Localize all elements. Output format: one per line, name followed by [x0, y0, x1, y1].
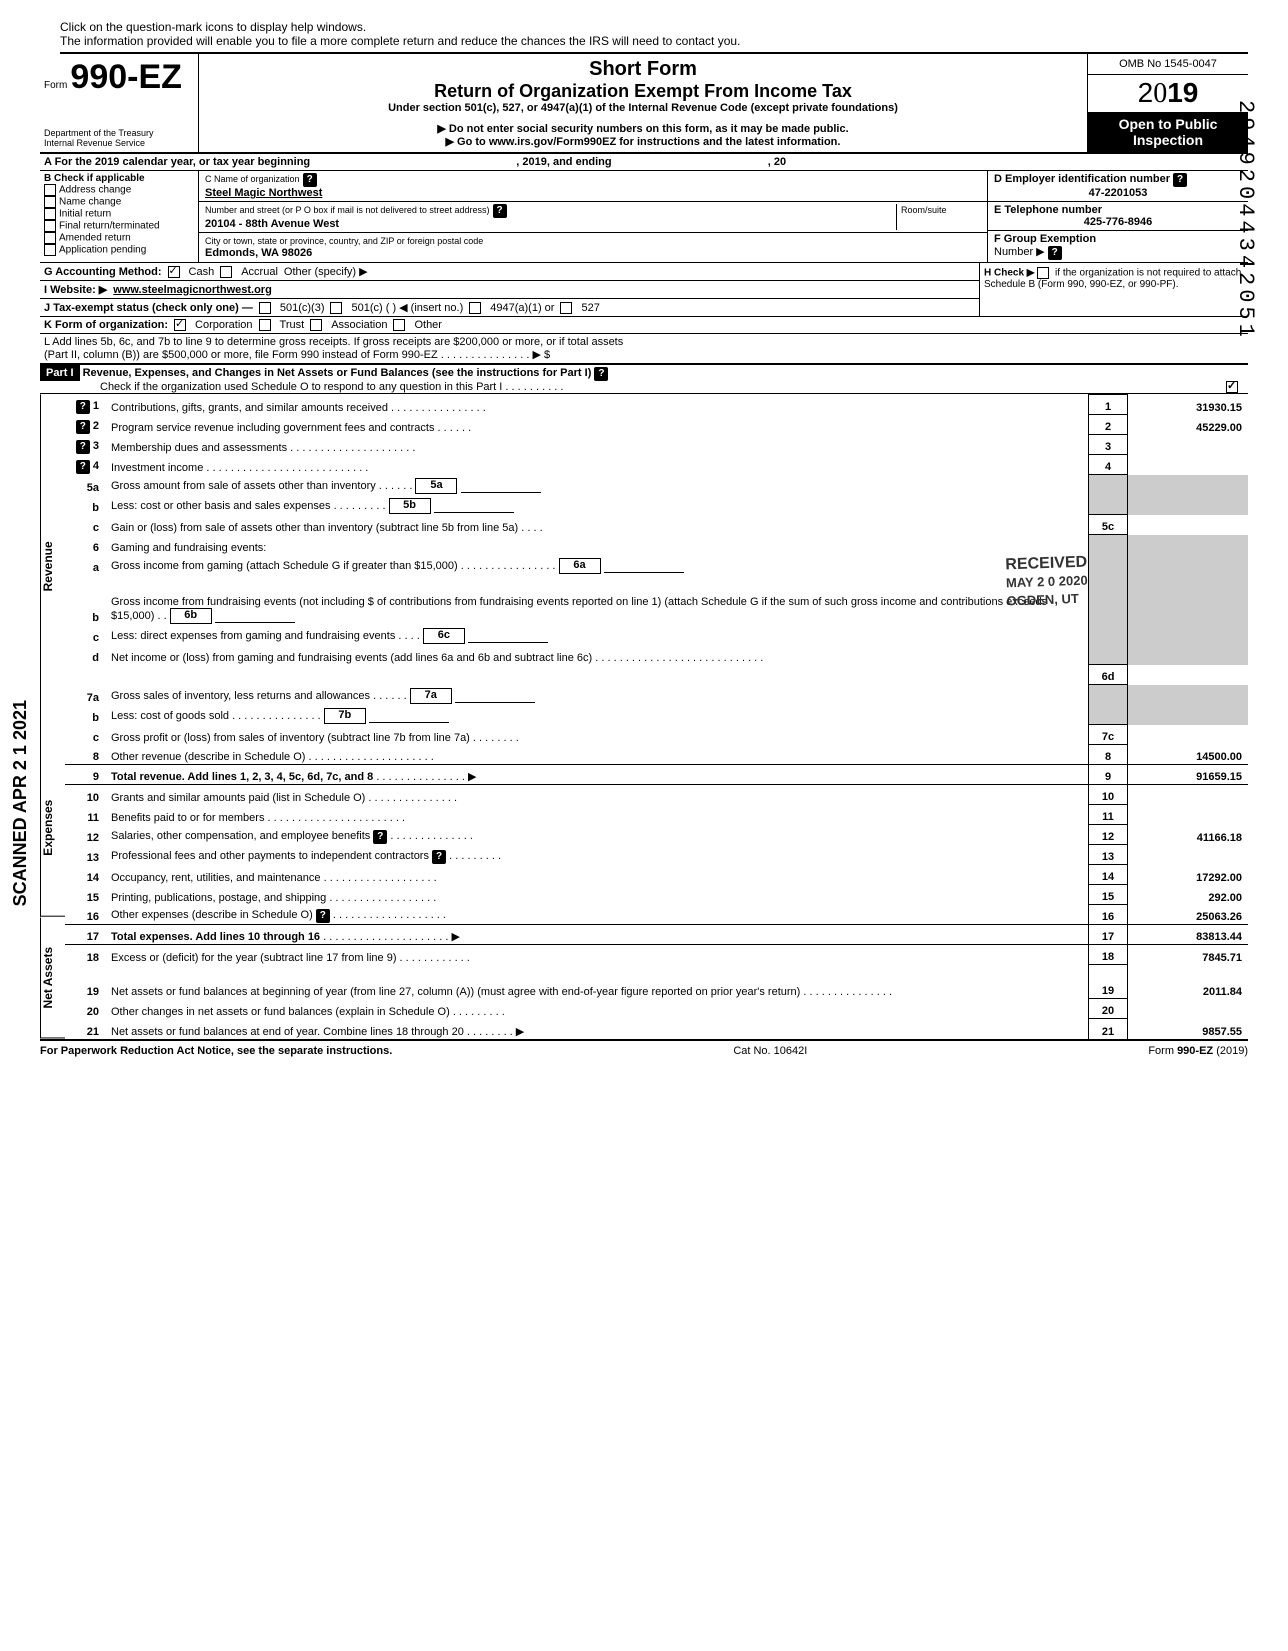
short-form-title: Short Form — [209, 58, 1077, 81]
section-h: H Check ▶ if the organization is not req… — [979, 263, 1248, 316]
help-hint: Click on the question-mark icons to disp… — [60, 20, 1248, 54]
help-icon[interactable]: ? — [1048, 246, 1062, 260]
lines-table: ? 1Contributions, gifts, grants, and sim… — [65, 394, 1248, 1039]
row-j: J Tax-exempt status (check only one) — 5… — [40, 299, 979, 316]
website: www.steelmagicnorthwest.org — [113, 284, 272, 296]
help-icon[interactable]: ? — [303, 173, 317, 187]
form-number: 990-EZ — [70, 58, 182, 96]
netassets-label: Net Assets — [40, 917, 65, 1038]
row-a: A For the 2019 calendar year, or tax yea… — [40, 154, 1248, 171]
org-address: 20104 - 88th Avenue West — [205, 218, 339, 230]
part-1-header: Part I Revenue, Expenses, and Changes in… — [40, 365, 1248, 394]
help-icon[interactable]: ? — [594, 367, 608, 381]
section-def: D Employer identification number ? 47-22… — [988, 171, 1248, 262]
form-subtitle: Under section 501(c), 527, or 4947(a)(1)… — [209, 102, 1077, 114]
row-k: K Form of organization: Corporation Trus… — [40, 317, 1248, 334]
row-g: G Accounting Method: Cash Accrual Other … — [40, 263, 979, 281]
omb-number: OMB No 1545-0047 — [1088, 54, 1248, 75]
open-public-badge: Open to PublicInspection — [1088, 112, 1248, 152]
irs-label: Internal Revenue Service — [44, 138, 145, 148]
page-footer: For Paperwork Reduction Act Notice, see … — [40, 1041, 1248, 1057]
section-c: C Name of organization ? Steel Magic Nor… — [199, 171, 988, 262]
help-icon[interactable]: ? — [493, 204, 507, 218]
tax-year: 2019 — [1088, 75, 1248, 112]
scanned-stamp: SCANNED APR 2 1 2021 — [10, 700, 31, 906]
ssn-warning: Do not enter social security numbers on … — [209, 122, 1077, 135]
dept-label: Department of the Treasury — [44, 128, 154, 138]
goto-link: Go to www.irs.gov/Form990EZ for instruct… — [209, 135, 1077, 148]
org-city: Edmonds, WA 98026 — [205, 247, 312, 259]
dln-number: 29492044342051 — [1233, 100, 1258, 341]
row-l: L Add lines 5b, 6c, and 7b to line 9 to … — [40, 334, 1248, 365]
phone: 425-776-8946 — [994, 216, 1242, 228]
help-icon[interactable]: ? — [1173, 173, 1187, 187]
revenue-label: Revenue — [40, 394, 65, 739]
row-i: I Website: ▶ www.steelmagicnorthwest.org — [40, 281, 979, 299]
accrual-checkbox[interactable] — [220, 266, 232, 278]
section-b: B Check if applicable Address change Nam… — [40, 171, 199, 262]
corp-checkbox[interactable] — [174, 319, 186, 331]
form-prefix: Form — [44, 80, 67, 91]
form-header: Form 990-EZ Department of the Treasury I… — [40, 54, 1248, 154]
schedule-o-checkbox[interactable] — [1226, 381, 1238, 393]
org-name: Steel Magic Northwest — [205, 187, 322, 199]
ein: 47-2201053 — [994, 187, 1242, 199]
expenses-label: Expenses — [40, 739, 65, 917]
form-title: Return of Organization Exempt From Incom… — [209, 81, 1077, 102]
cash-checkbox[interactable] — [168, 266, 180, 278]
